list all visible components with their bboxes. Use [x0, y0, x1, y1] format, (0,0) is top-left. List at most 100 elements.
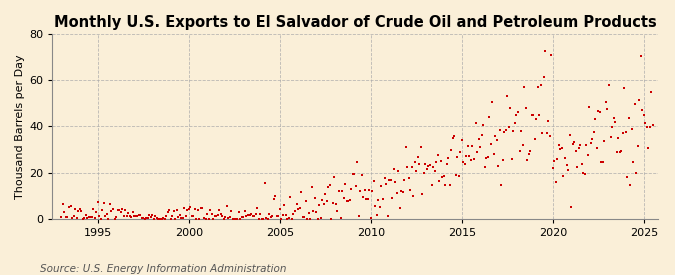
- Point: [65, 204, 76, 208]
- Point: [647, 123, 658, 127]
- Point: [234, 210, 244, 214]
- Point: [450, 173, 461, 178]
- Point: [311, 210, 322, 214]
- Point: [545, 134, 556, 138]
- Point: [375, 205, 385, 209]
- Point: [229, 216, 240, 221]
- Point: [321, 199, 332, 203]
- Point: [367, 189, 378, 194]
- Point: [619, 86, 630, 90]
- Point: [220, 215, 231, 219]
- Point: [576, 162, 587, 166]
- Point: [197, 206, 208, 210]
- Point: [597, 160, 608, 164]
- Point: [247, 214, 258, 218]
- Point: [443, 155, 454, 160]
- Point: [132, 214, 142, 218]
- Point: [202, 212, 213, 216]
- Point: [315, 216, 326, 221]
- Point: [226, 209, 237, 214]
- Point: [637, 108, 648, 112]
- Point: [369, 179, 379, 183]
- Point: [92, 200, 103, 204]
- Point: [602, 106, 613, 111]
- Point: [325, 183, 335, 188]
- Point: [209, 214, 220, 218]
- Point: [270, 194, 281, 198]
- Point: [180, 214, 191, 218]
- Point: [387, 196, 398, 200]
- Point: [314, 203, 325, 208]
- Point: [383, 178, 394, 182]
- Point: [410, 160, 421, 164]
- Point: [276, 217, 287, 221]
- Point: [179, 206, 190, 210]
- Point: [182, 208, 193, 213]
- Point: [460, 162, 470, 167]
- Point: [88, 207, 99, 212]
- Point: [167, 214, 178, 218]
- Point: [389, 180, 400, 185]
- Point: [290, 208, 300, 213]
- Point: [297, 214, 308, 219]
- Point: [337, 188, 348, 193]
- Point: [432, 152, 443, 157]
- Point: [173, 214, 184, 219]
- Point: [610, 120, 620, 124]
- Point: [546, 53, 557, 57]
- Point: [215, 212, 226, 216]
- Point: [293, 207, 304, 211]
- Point: [221, 204, 232, 208]
- Point: [418, 171, 429, 175]
- Point: [206, 212, 217, 216]
- Point: [611, 150, 622, 155]
- Point: [478, 123, 489, 127]
- Point: [461, 154, 472, 158]
- Point: [191, 217, 202, 221]
- Point: [585, 141, 596, 145]
- Point: [85, 215, 96, 219]
- Point: [194, 217, 205, 221]
- Point: [563, 167, 574, 172]
- Point: [240, 208, 250, 213]
- Point: [516, 128, 526, 133]
- Point: [335, 216, 346, 220]
- Point: [246, 212, 256, 216]
- Point: [208, 217, 219, 221]
- Point: [250, 212, 261, 216]
- Point: [100, 214, 111, 218]
- Point: [506, 157, 517, 161]
- Point: [141, 216, 152, 220]
- Point: [645, 125, 655, 129]
- Point: [528, 112, 539, 117]
- Point: [437, 175, 448, 179]
- Point: [211, 213, 221, 218]
- Point: [196, 205, 207, 210]
- Point: [631, 171, 642, 175]
- Point: [526, 113, 537, 117]
- Point: [500, 128, 511, 133]
- Point: [567, 142, 578, 147]
- Point: [261, 216, 271, 220]
- Point: [117, 207, 128, 211]
- Point: [456, 138, 467, 142]
- Point: [118, 214, 129, 218]
- Point: [614, 150, 625, 155]
- Point: [224, 215, 235, 219]
- Point: [327, 200, 338, 205]
- Point: [73, 208, 84, 213]
- Point: [323, 185, 333, 189]
- Point: [140, 217, 151, 221]
- Point: [370, 204, 381, 208]
- Point: [281, 213, 292, 218]
- Point: [466, 158, 477, 162]
- Point: [539, 75, 549, 79]
- Point: [170, 217, 181, 221]
- Point: [217, 214, 227, 218]
- Point: [71, 216, 82, 220]
- Point: [364, 188, 375, 192]
- Point: [408, 194, 418, 198]
- Point: [635, 53, 646, 58]
- Point: [365, 216, 376, 220]
- Point: [502, 94, 513, 98]
